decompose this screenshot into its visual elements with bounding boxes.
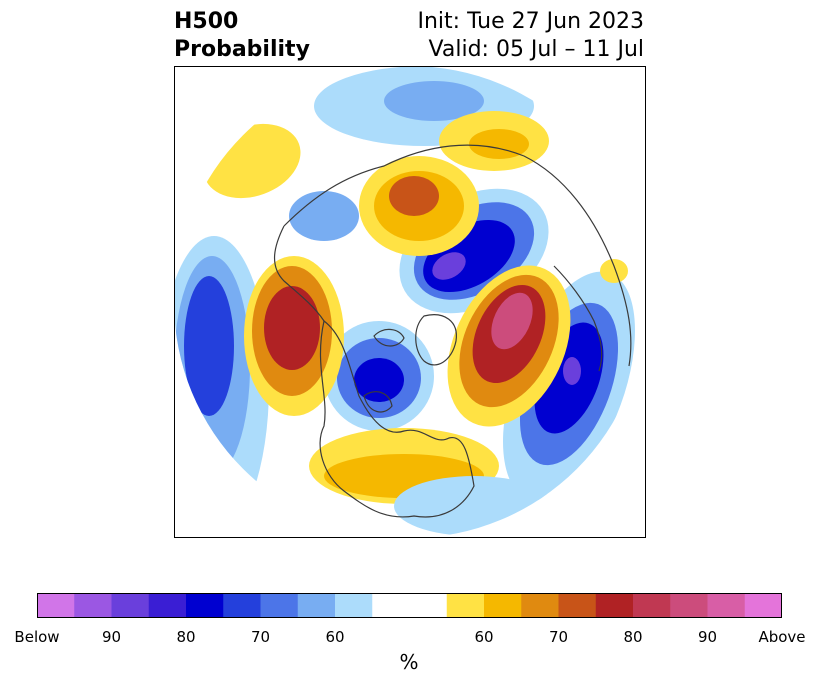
colorbar-cell bbox=[558, 593, 597, 618]
colorbar-cell bbox=[707, 593, 746, 618]
colorbar-cell bbox=[446, 593, 485, 618]
coast-greenland bbox=[415, 314, 457, 366]
colorbar-cell bbox=[633, 593, 671, 618]
colorbar-cell bbox=[148, 593, 187, 618]
colorbar-cell bbox=[744, 593, 782, 618]
colorbar-cell bbox=[595, 593, 634, 618]
colorbar-tick-label: 90 bbox=[101, 628, 122, 646]
map-frame bbox=[174, 66, 646, 538]
coastlines bbox=[273, 144, 632, 518]
title-variable: H500 bbox=[174, 9, 239, 34]
title-product: Probability bbox=[174, 37, 310, 62]
coast-arctic-islands bbox=[373, 328, 405, 347]
init-date: Init: Tue 27 Jun 2023 bbox=[417, 9, 645, 34]
below-region-arctic-core bbox=[432, 252, 466, 280]
colorbar-cell bbox=[297, 593, 336, 618]
colorbar-tick-label: 70 bbox=[548, 628, 569, 646]
colorbar bbox=[37, 593, 782, 618]
coast-eurasia bbox=[283, 144, 632, 367]
colorbar-cell bbox=[521, 593, 559, 618]
above-region-alaska-strong bbox=[264, 286, 320, 370]
colorbar-unit: % bbox=[399, 650, 419, 674]
coast-asia-east bbox=[273, 225, 325, 322]
colorbar-cell bbox=[111, 593, 150, 618]
title-block-left: H500 Probability bbox=[174, 8, 310, 64]
coast-europe bbox=[553, 265, 603, 372]
above-region-east-small bbox=[600, 259, 628, 283]
below-region-atlantic-core bbox=[563, 357, 581, 385]
below-region-north-mid bbox=[384, 81, 484, 121]
coast-hudson bbox=[363, 391, 393, 413]
below-region-canada-strong bbox=[354, 358, 404, 402]
colorbar-cell bbox=[37, 593, 75, 618]
colorbar-cell bbox=[335, 593, 373, 618]
colorbar-cell bbox=[484, 593, 522, 618]
below-region-asia-small bbox=[289, 191, 359, 241]
colorbar-cell bbox=[372, 593, 448, 618]
colorbar-tick-label: Above bbox=[758, 628, 806, 646]
colorbar-cell bbox=[74, 593, 112, 618]
title-block-right: Init: Tue 27 Jun 2023 Valid: 05 Jul – 11… bbox=[418, 8, 645, 64]
colorbar-tick-label: 80 bbox=[176, 628, 196, 646]
below-region-pacific-strong bbox=[184, 276, 234, 416]
colorbar-frame bbox=[37, 593, 782, 618]
colorbar-cells bbox=[37, 593, 782, 618]
colorbar-tick-label: 60 bbox=[325, 628, 345, 646]
above-region-scandinavia-mid bbox=[469, 129, 529, 159]
colorbar-tick-label: 70 bbox=[250, 628, 271, 646]
colorbar-tick-label: Below bbox=[14, 628, 60, 646]
colorbar-tick-label: 90 bbox=[697, 628, 718, 646]
valid-range: Valid: 05 Jul – 11 Jul bbox=[428, 37, 644, 62]
colorbar-tick-label: 60 bbox=[474, 628, 494, 646]
above-region-europe-core bbox=[491, 292, 533, 350]
colorbar-cell bbox=[670, 593, 708, 618]
colorbar-cell bbox=[223, 593, 261, 618]
colorbar-tick-label: 80 bbox=[623, 628, 643, 646]
coast-north-america bbox=[319, 319, 475, 518]
above-region-siberia-strong bbox=[389, 176, 439, 216]
colorbar-cell bbox=[260, 593, 299, 618]
colorbar-cell bbox=[186, 593, 224, 618]
polar-map bbox=[174, 66, 646, 538]
